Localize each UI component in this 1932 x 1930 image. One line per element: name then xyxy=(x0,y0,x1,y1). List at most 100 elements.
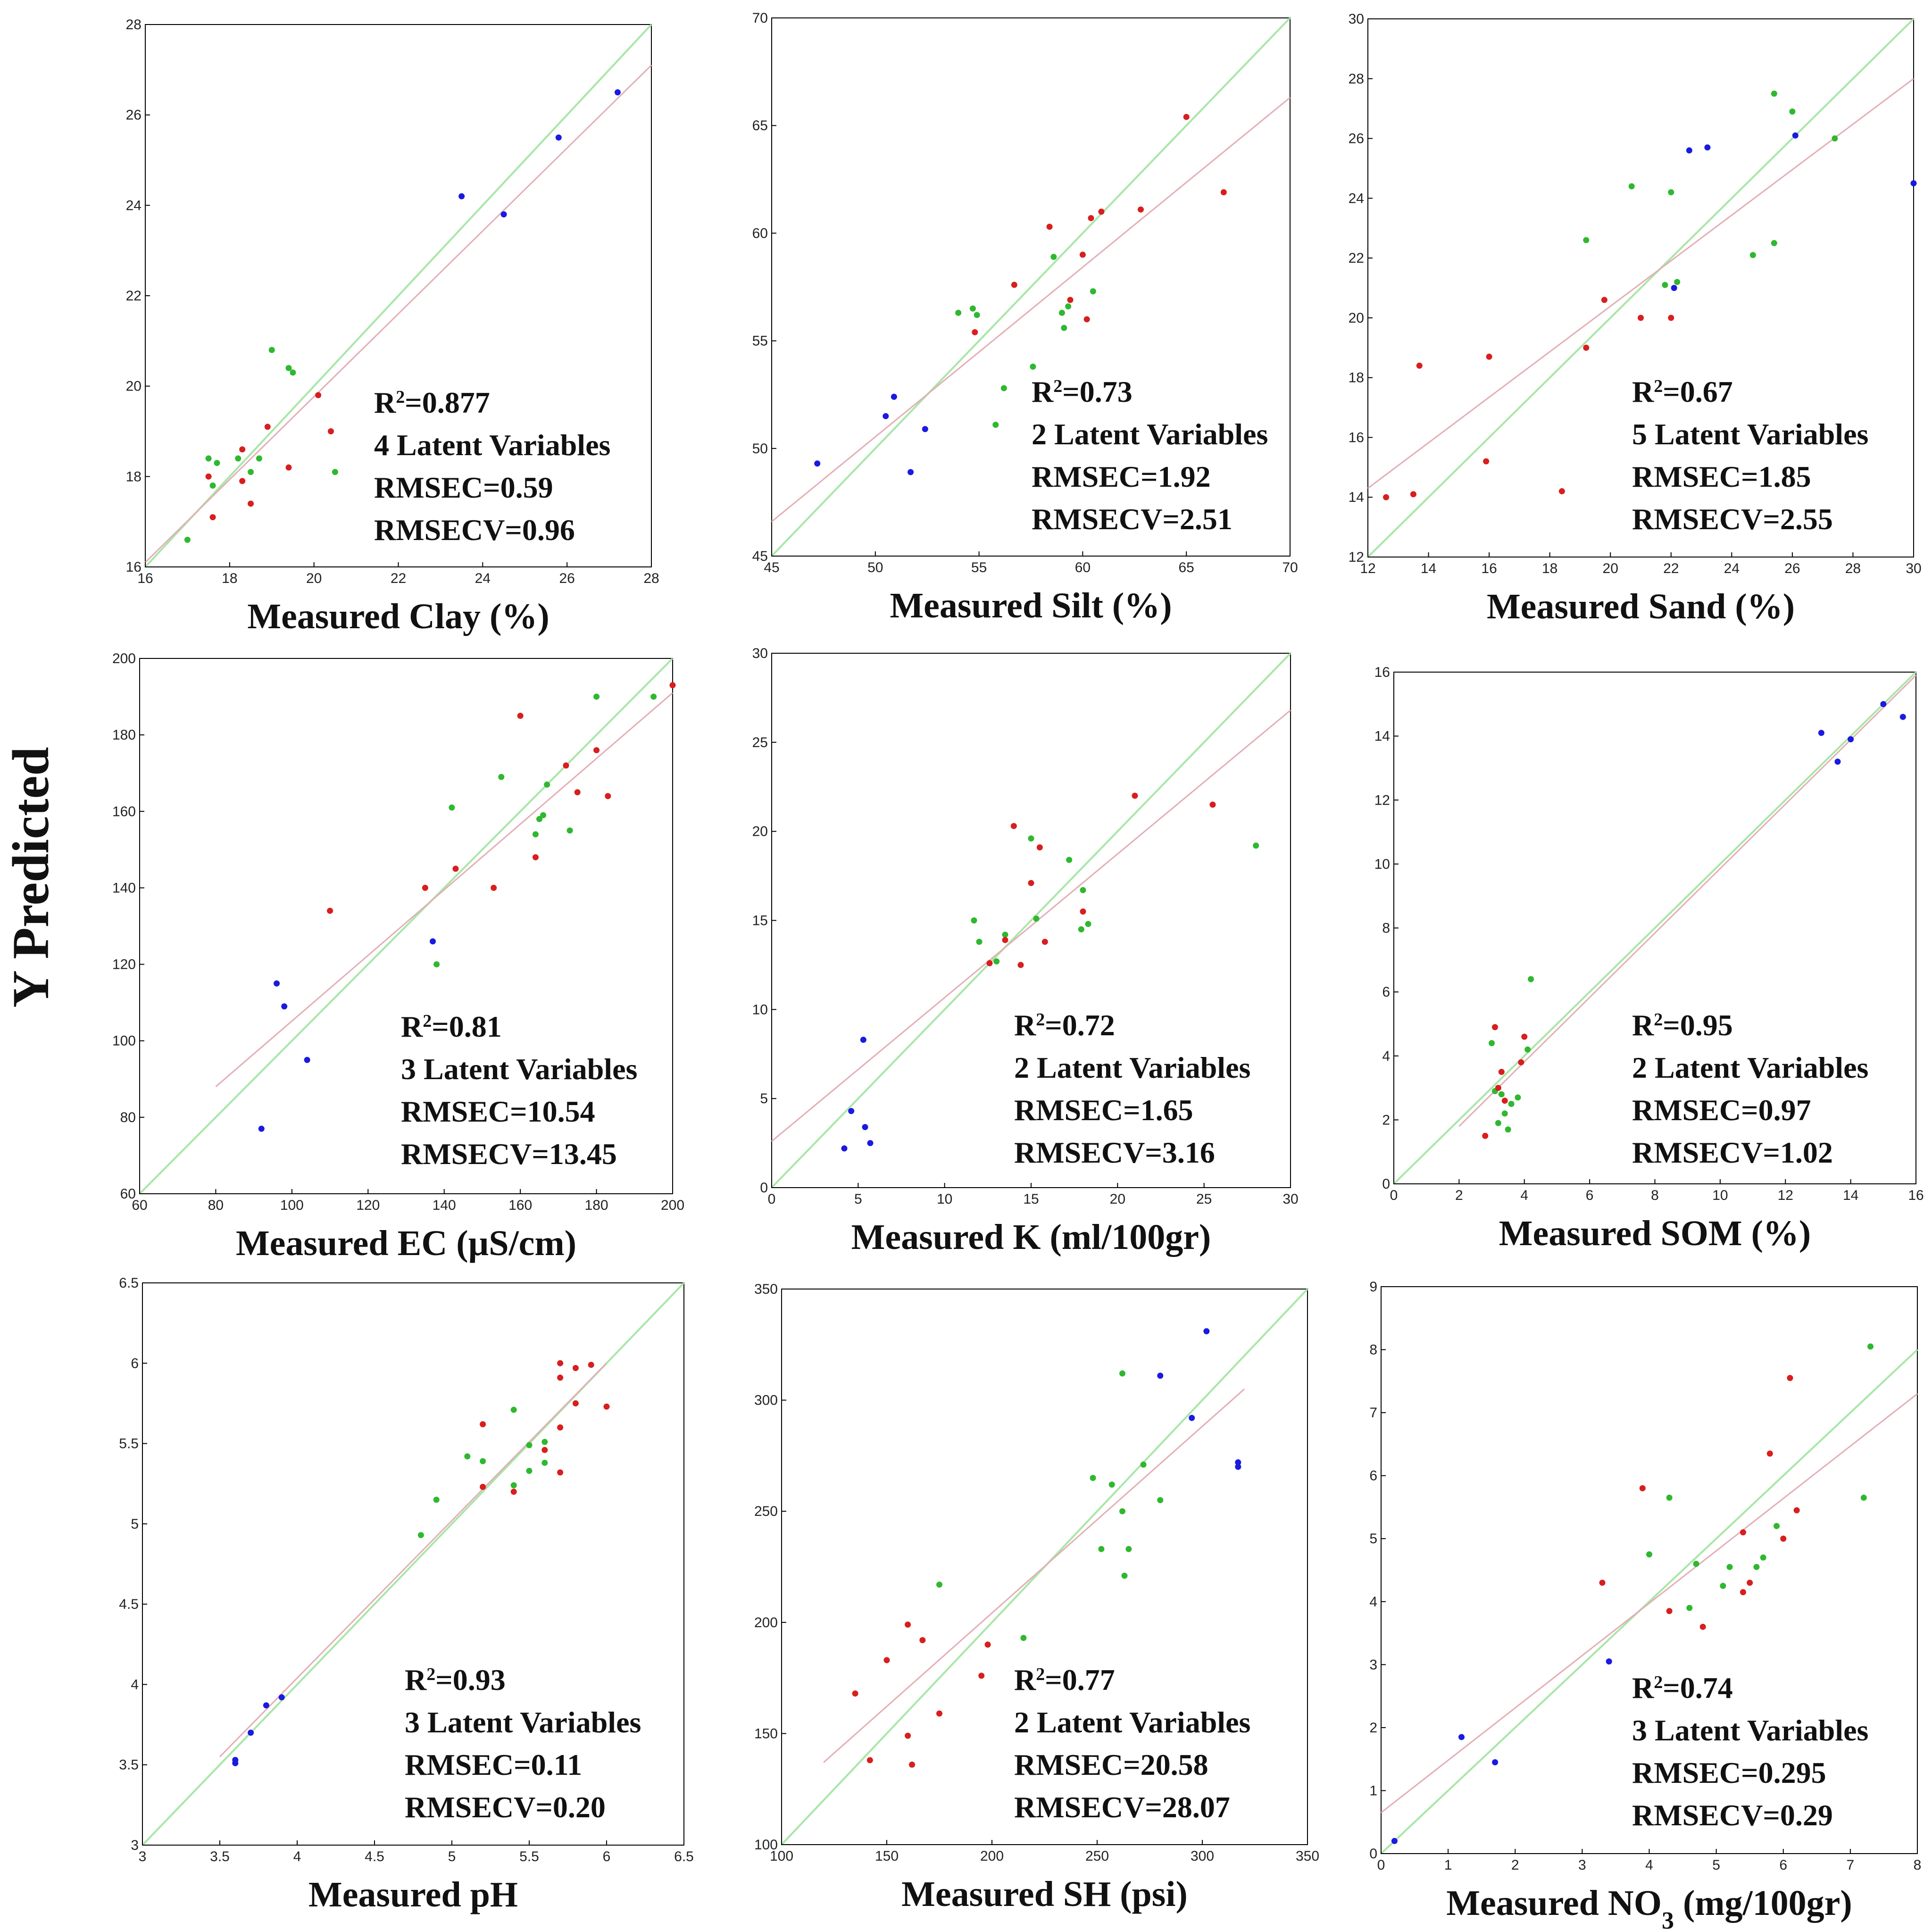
data-point xyxy=(1789,108,1796,115)
data-point xyxy=(268,347,275,353)
data-point xyxy=(614,89,621,96)
stat-rmsecv: RMSECV=0.20 xyxy=(405,1790,606,1824)
data-point xyxy=(974,312,980,318)
y-tick-label: 20 xyxy=(752,824,768,840)
panel-3: 12 14 16 18 20 22 24 26 28 30 12 14 16 18 20 22 24 26 28 30… xyxy=(1349,11,1922,626)
data-point xyxy=(1383,494,1390,500)
data-point xyxy=(1137,206,1144,213)
data-point xyxy=(541,1459,548,1466)
x-axis-label-text: Measured pH xyxy=(308,1875,518,1914)
r-squared-prefix: R xyxy=(1032,375,1054,408)
data-point xyxy=(1501,1098,1508,1104)
x-axis-label: Measured SH (psi) xyxy=(901,1874,1188,1914)
y-tick-label: 8 xyxy=(1382,921,1390,936)
data-point xyxy=(1010,823,1017,829)
data-point xyxy=(1515,1094,1521,1101)
x-tick-label: 150 xyxy=(875,1848,899,1864)
series-red xyxy=(1599,1375,1800,1630)
data-point xyxy=(1686,1605,1693,1611)
regression-line xyxy=(219,1363,608,1757)
r-squared-prefix: R xyxy=(374,386,396,419)
x-tick-label: 200 xyxy=(980,1848,1004,1864)
data-point xyxy=(285,365,292,371)
series-blue xyxy=(1818,701,1906,765)
stat-rmsec: RMSEC=1.65 xyxy=(1014,1093,1193,1127)
regression-line xyxy=(771,709,1291,1142)
x-tick-label: 24 xyxy=(475,571,491,586)
x-tick-label: 0 xyxy=(1390,1188,1398,1203)
data-point xyxy=(1253,842,1259,849)
data-point xyxy=(905,1732,911,1739)
y-tick-label: 30 xyxy=(752,646,768,661)
series-red xyxy=(205,392,334,521)
x-tick-label: 6 xyxy=(603,1849,611,1864)
y-tick-label: 16 xyxy=(1349,430,1364,445)
series-red xyxy=(1482,1024,1528,1139)
y-axis-label: Y Predicted xyxy=(2,747,59,1008)
x-tick-label: 28 xyxy=(1845,561,1861,576)
data-point xyxy=(491,884,497,891)
data-point xyxy=(1235,1459,1241,1466)
data-point xyxy=(1183,114,1190,120)
r-squared-value: =0.93 xyxy=(435,1663,505,1697)
data-point xyxy=(1518,1059,1524,1065)
y-tick-label: 0 xyxy=(760,1180,768,1196)
data-point xyxy=(1090,288,1096,295)
data-point xyxy=(1674,279,1681,285)
r-squared-value: =0.81 xyxy=(432,1010,501,1043)
y-tick-label: 80 xyxy=(120,1110,136,1125)
data-point xyxy=(1668,315,1674,321)
data-point xyxy=(1524,1046,1531,1053)
series-blue xyxy=(1671,132,1917,291)
x-tick-label: 3 xyxy=(1578,1857,1586,1873)
data-point xyxy=(1065,303,1072,310)
data-point xyxy=(557,1374,564,1381)
data-point xyxy=(984,1641,991,1648)
series-green xyxy=(955,254,1096,428)
data-point xyxy=(1740,1589,1746,1596)
data-point xyxy=(510,1406,517,1413)
x-tick-label: 6.5 xyxy=(674,1849,694,1864)
series-green xyxy=(1489,976,1534,1133)
data-point xyxy=(1020,1635,1027,1641)
data-point xyxy=(978,1672,985,1679)
x-tick-label: 18 xyxy=(1542,561,1557,576)
r-squared-prefix: R xyxy=(1632,1008,1654,1042)
data-point xyxy=(1726,1564,1733,1570)
y-tick-label: 6 xyxy=(1382,984,1390,1000)
series-red xyxy=(986,792,1216,968)
data-point xyxy=(1753,1564,1760,1570)
y-tick-label: 100 xyxy=(754,1837,778,1853)
r-squared-label: R2=0.81 xyxy=(401,1010,502,1043)
data-point xyxy=(1646,1551,1652,1558)
data-point xyxy=(1760,1554,1766,1561)
data-point xyxy=(1686,147,1692,154)
x-tick-label: 2 xyxy=(1455,1188,1463,1203)
data-point xyxy=(1121,1572,1128,1579)
data-point xyxy=(1157,1497,1164,1504)
data-point xyxy=(1189,1414,1195,1421)
x-tick-label: 60 xyxy=(132,1198,147,1213)
stat-rmsec: RMSEC=1.92 xyxy=(1032,460,1211,493)
data-point xyxy=(1583,344,1590,351)
x-tick-label: 8 xyxy=(1651,1188,1659,1203)
y-tick-label: 8 xyxy=(1369,1342,1377,1358)
x-tick-label: 300 xyxy=(1191,1848,1214,1864)
x-axis-label-unit: (mg/100gr) xyxy=(1674,1883,1852,1923)
stat-rmsec: RMSEC=0.295 xyxy=(1632,1756,1826,1789)
r-squared-prefix: R xyxy=(1632,1671,1654,1705)
data-point xyxy=(327,907,333,914)
series-blue xyxy=(1157,1328,1241,1470)
data-point xyxy=(1058,309,1065,316)
series-green xyxy=(184,347,338,543)
series-blue xyxy=(841,1037,874,1152)
x-tick-label: 0 xyxy=(1377,1857,1385,1873)
data-point xyxy=(919,1637,926,1643)
series-blue xyxy=(814,393,928,475)
data-point xyxy=(449,804,455,811)
r-squared-label: R2=0.67 xyxy=(1632,375,1733,408)
y-tick-label: 24 xyxy=(126,198,142,213)
data-point xyxy=(1780,1535,1787,1542)
data-point xyxy=(922,426,928,433)
